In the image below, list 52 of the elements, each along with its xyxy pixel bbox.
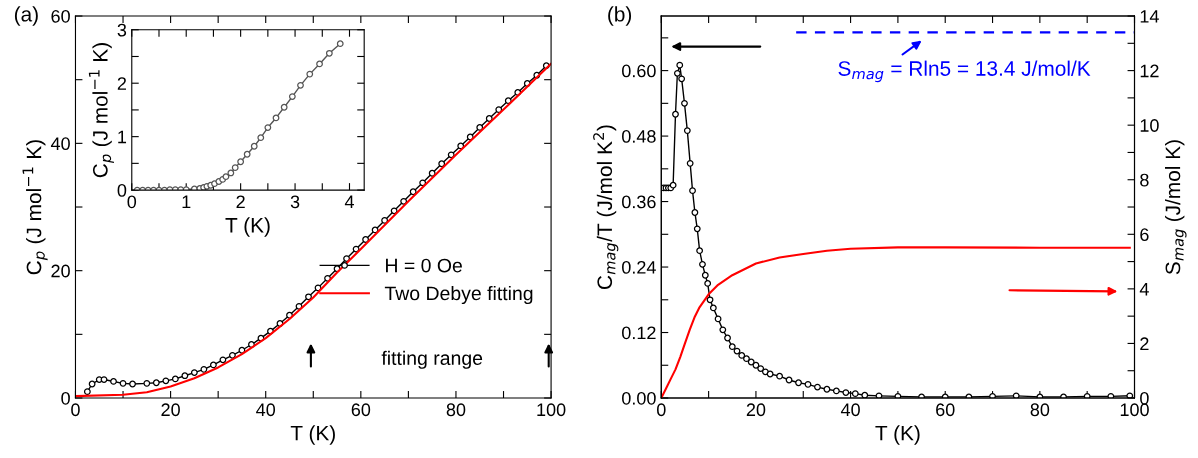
annotation: fitting range [381, 350, 483, 369]
y-tick-label: 0.24 [622, 260, 656, 274]
y2-tick-label: 6 [1140, 228, 1149, 242]
y-tick-label: 0.12 [622, 326, 656, 340]
x-tick-label: 20 [746, 403, 766, 417]
y-tick-label: 0 [117, 184, 127, 197]
x-axis-title: T (K) [875, 425, 920, 445]
x-tick-label: 20 [161, 403, 180, 417]
x-tick-label: 0 [71, 403, 80, 417]
y-tick-label: 2 [117, 77, 127, 90]
x-tick-label: 0 [656, 403, 666, 417]
annotation: S$_{mag}$ = Rln5 = 13.4 J/mol/K [838, 60, 1091, 83]
y-tick-label: 20 [51, 264, 70, 278]
legend-label: H = 0 Oe [386, 258, 462, 273]
x-tick-label: 100 [537, 403, 566, 417]
x-tick-label: 1 [182, 195, 191, 209]
y-tick-label: 0.48 [622, 130, 656, 143]
y2-tick-label: 12 [1140, 64, 1159, 78]
y-tick-label: 0.36 [622, 195, 656, 209]
y-axis-title: C$_{mag}$/T (J/mol K$^{2}$) [593, 125, 619, 289]
y-axis-title: C$_{p}$ (J mol$^{−1}$ K) [88, 43, 114, 178]
x-tick-label: 0 [127, 195, 137, 209]
y-tick-label: 0 [61, 391, 70, 405]
y2-tick-label: 10 [1140, 119, 1159, 132]
y2-tick-label: 2 [1140, 337, 1149, 350]
x-tick-label: 4 [344, 195, 354, 209]
legend-label: Two Debye fitting [384, 285, 533, 305]
x-tick-label: 40 [840, 403, 860, 417]
y-axis-title: C$_{p}$ (J mol$^{−1}$ K) [22, 140, 48, 275]
x-tick-label: 100 [1120, 403, 1149, 417]
x-tick-label: 40 [256, 403, 276, 417]
x-tick-label: 60 [936, 403, 955, 417]
y-tick-label: 0.00 [622, 391, 656, 405]
y-tick-label: 40 [50, 137, 70, 151]
y2-tick-label: 4 [1139, 282, 1149, 296]
x-axis-title: T (K) [225, 217, 270, 237]
x-axis-title: T (K) [290, 425, 335, 445]
y-tick-label: 1 [118, 130, 127, 144]
y-tick-label: 0.60 [622, 64, 656, 78]
x-tick-label: 2 [236, 195, 245, 209]
x-tick-label: 80 [446, 403, 466, 417]
x-tick-label: 60 [351, 403, 371, 417]
y2-tick-label: 0 [1140, 391, 1149, 405]
y-tick-label: 3 [117, 23, 127, 37]
y2-tick-label: 8 [1140, 173, 1149, 187]
chart-title: (a) [14, 6, 38, 26]
x-tick-label: 80 [1030, 403, 1050, 417]
y2-tick-label: 14 [1140, 10, 1159, 23]
x-tick-label: 3 [290, 195, 300, 209]
y2-axis-title: S$_{mag}$ (J/mol K) [1165, 140, 1187, 275]
y-tick-label: 60 [51, 9, 70, 23]
chart-title: (b) [608, 6, 632, 26]
